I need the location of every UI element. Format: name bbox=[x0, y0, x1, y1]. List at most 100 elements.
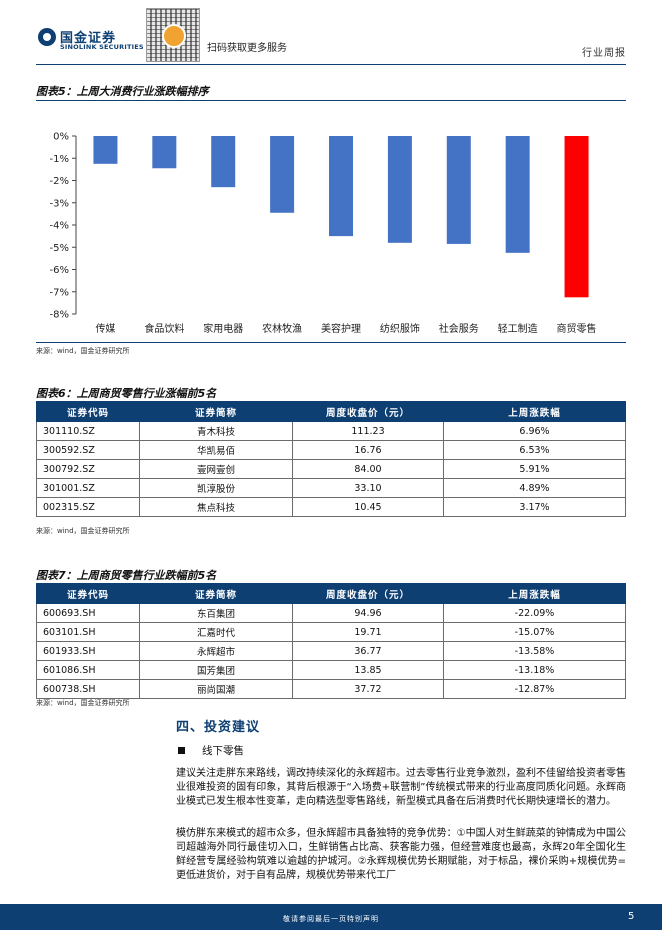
bar-7 bbox=[446, 136, 471, 244]
y-tick-label: -5% bbox=[50, 243, 69, 254]
x-category-label: 农林牧渔 bbox=[262, 322, 302, 335]
cell-name: 东百集团 bbox=[139, 603, 293, 623]
section-heading: 四、投资建议 bbox=[176, 720, 261, 735]
table-row: 600693.SH 东百集团 94.96 -22.09% bbox=[36, 603, 626, 623]
bar-8 bbox=[505, 136, 530, 253]
cell-change: 6.96% bbox=[443, 421, 626, 441]
document-type: 行业周报 bbox=[582, 48, 626, 59]
col-header-name: 证券简称 bbox=[139, 401, 293, 422]
table-row: 300592.SZ 华凯易佰 16.76 6.53% bbox=[36, 440, 626, 460]
y-tick-label: -6% bbox=[50, 265, 69, 276]
table-row: 301110.SZ 青木科技 111.23 6.96% bbox=[36, 421, 626, 441]
cell-code: 002315.SZ bbox=[36, 497, 140, 517]
cell-name: 凯淳股份 bbox=[139, 478, 293, 498]
cell-close: 36.77 bbox=[292, 641, 444, 661]
x-category-label: 纺织服饰 bbox=[380, 322, 420, 335]
cell-code: 301110.SZ bbox=[36, 421, 140, 441]
col-header-name: 证券简称 bbox=[139, 583, 293, 604]
x-category-label: 传媒 bbox=[95, 323, 115, 335]
bar-1 bbox=[93, 136, 118, 164]
x-category-label: 社会服务 bbox=[439, 322, 479, 335]
table-row: 300792.SZ 壹网壹创 84.00 5.91% bbox=[36, 459, 626, 479]
figure5-bar-chart: 0% -1% -2% -3% -4% -5% -6% -7% -8% 传媒 食品饮料 家用电器 农林牧渔… bbox=[50, 132, 597, 336]
paragraph-2: 模仿胖东来模式的超市众多，但永辉超市具备独特的竞争优势：①中国人对生鲜蔬菜的钟情… bbox=[176, 828, 626, 881]
cell-code: 603101.SH bbox=[36, 622, 140, 642]
footer-disclaimer[interactable]: 敬请参阅最后一页特别声明 bbox=[283, 915, 379, 923]
col-header-close: 周度收盘价（元） bbox=[292, 583, 444, 604]
cell-change: 6.53% bbox=[443, 440, 626, 460]
cell-close: 94.96 bbox=[292, 603, 444, 623]
y-tick-label: -3% bbox=[50, 198, 69, 209]
table-row: 601086.SH 国芳集团 13.85 -13.18% bbox=[36, 660, 626, 680]
y-tick-label: -8% bbox=[50, 310, 69, 321]
cell-close: 10.45 bbox=[292, 497, 444, 517]
x-category-label: 轻工制造 bbox=[498, 322, 538, 335]
cell-change: -13.58% bbox=[443, 641, 626, 661]
cell-code: 300792.SZ bbox=[36, 459, 140, 479]
col-header-change: 上周涨跌幅 bbox=[443, 401, 626, 422]
x-category-label: 家用电器 bbox=[203, 322, 243, 335]
bar-3 bbox=[211, 136, 236, 188]
col-header-close: 周度收盘价（元） bbox=[292, 401, 444, 422]
bar-2 bbox=[152, 136, 177, 169]
cell-change: -13.18% bbox=[443, 660, 626, 680]
col-header-code: 证券代码 bbox=[36, 401, 140, 422]
cell-change: -22.09% bbox=[443, 603, 626, 623]
cell-close: 16.76 bbox=[292, 440, 444, 460]
paragraph-1: 建议关注走胖东来路线，调改持续深化的永辉超市。过去零售行业竞争激烈，盈利不佳留给… bbox=[176, 768, 626, 807]
y-tick-label: -7% bbox=[50, 287, 69, 298]
x-category-label: 商贸零售 bbox=[557, 322, 597, 335]
page-number: 5 bbox=[628, 911, 635, 922]
cell-name: 丽尚国潮 bbox=[139, 679, 293, 699]
figure5-rule bbox=[36, 100, 626, 101]
cell-close: 84.00 bbox=[292, 459, 444, 479]
cell-change: -12.87% bbox=[443, 679, 626, 699]
qr-caption: 扫码获取更多服务 bbox=[207, 43, 287, 54]
cell-close: 33.10 bbox=[292, 478, 444, 498]
cell-code: 601933.SH bbox=[36, 641, 140, 661]
cell-code: 300592.SZ bbox=[36, 440, 140, 460]
bar-4 bbox=[270, 136, 295, 213]
qr-center-logo-icon bbox=[162, 24, 186, 48]
cell-name: 青木科技 bbox=[139, 421, 293, 441]
figure7-table: 证券代码 证券简称 周度收盘价（元） 上周涨跌幅 600693.SH 东百集团 … bbox=[36, 583, 626, 699]
figure6-table: 证券代码 证券简称 周度收盘价（元） 上周涨跌幅 301110.SZ 青木科技 … bbox=[36, 401, 626, 517]
header-divider bbox=[36, 64, 626, 65]
cell-close: 37.72 bbox=[292, 679, 444, 699]
bullet-label: 线下零售 bbox=[202, 745, 244, 757]
figure5-title: 图表5：上周大消费行业涨跌幅排序 bbox=[36, 85, 209, 98]
cell-change: -15.07% bbox=[443, 622, 626, 642]
bar-9 bbox=[564, 136, 589, 298]
brand-logo-icon bbox=[38, 28, 56, 46]
cell-close: 19.71 bbox=[292, 622, 444, 642]
cell-code: 600693.SH bbox=[36, 603, 140, 623]
bullet-square-icon bbox=[178, 747, 185, 754]
bar-5 bbox=[329, 136, 353, 237]
cell-change: 3.17% bbox=[443, 497, 626, 517]
table-row: 601933.SH 永辉超市 36.77 -13.58% bbox=[36, 641, 626, 661]
table-row: 002315.SZ 焦点科技 10.45 3.17% bbox=[36, 497, 626, 517]
cell-code: 600738.SH bbox=[36, 679, 140, 699]
y-tick-label: -1% bbox=[50, 154, 69, 165]
col-header-code: 证券代码 bbox=[36, 583, 140, 604]
footer-bar bbox=[0, 904, 662, 930]
cell-close: 111.23 bbox=[292, 421, 444, 441]
cell-code: 601086.SH bbox=[36, 660, 140, 680]
y-tick-label: -4% bbox=[50, 221, 69, 232]
table-row: 301001.SZ 凯淳股份 33.10 4.89% bbox=[36, 478, 626, 498]
cell-name: 华凯易佰 bbox=[139, 440, 293, 460]
figure5-source: 来源：wind，国金证券研究所 bbox=[36, 347, 130, 355]
figure6-source: 来源：wind，国金证券研究所 bbox=[36, 527, 130, 535]
cell-name: 国芳集团 bbox=[139, 660, 293, 680]
cell-name: 壹网壹创 bbox=[139, 459, 293, 479]
brand-name-cn: 国金证券 bbox=[60, 31, 117, 46]
y-tick-label: 0% bbox=[53, 132, 69, 143]
cell-name: 汇嘉时代 bbox=[139, 622, 293, 642]
col-header-change: 上周涨跌幅 bbox=[443, 583, 626, 604]
cell-name: 焦点科技 bbox=[139, 497, 293, 517]
table-row: 600738.SH 丽尚国潮 37.72 -12.87% bbox=[36, 679, 626, 699]
figure5-bottom-rule bbox=[36, 342, 626, 343]
x-category-label: 食品饮料 bbox=[144, 322, 184, 335]
x-category-label: 美容护理 bbox=[321, 322, 361, 335]
cell-change: 5.91% bbox=[443, 459, 626, 479]
